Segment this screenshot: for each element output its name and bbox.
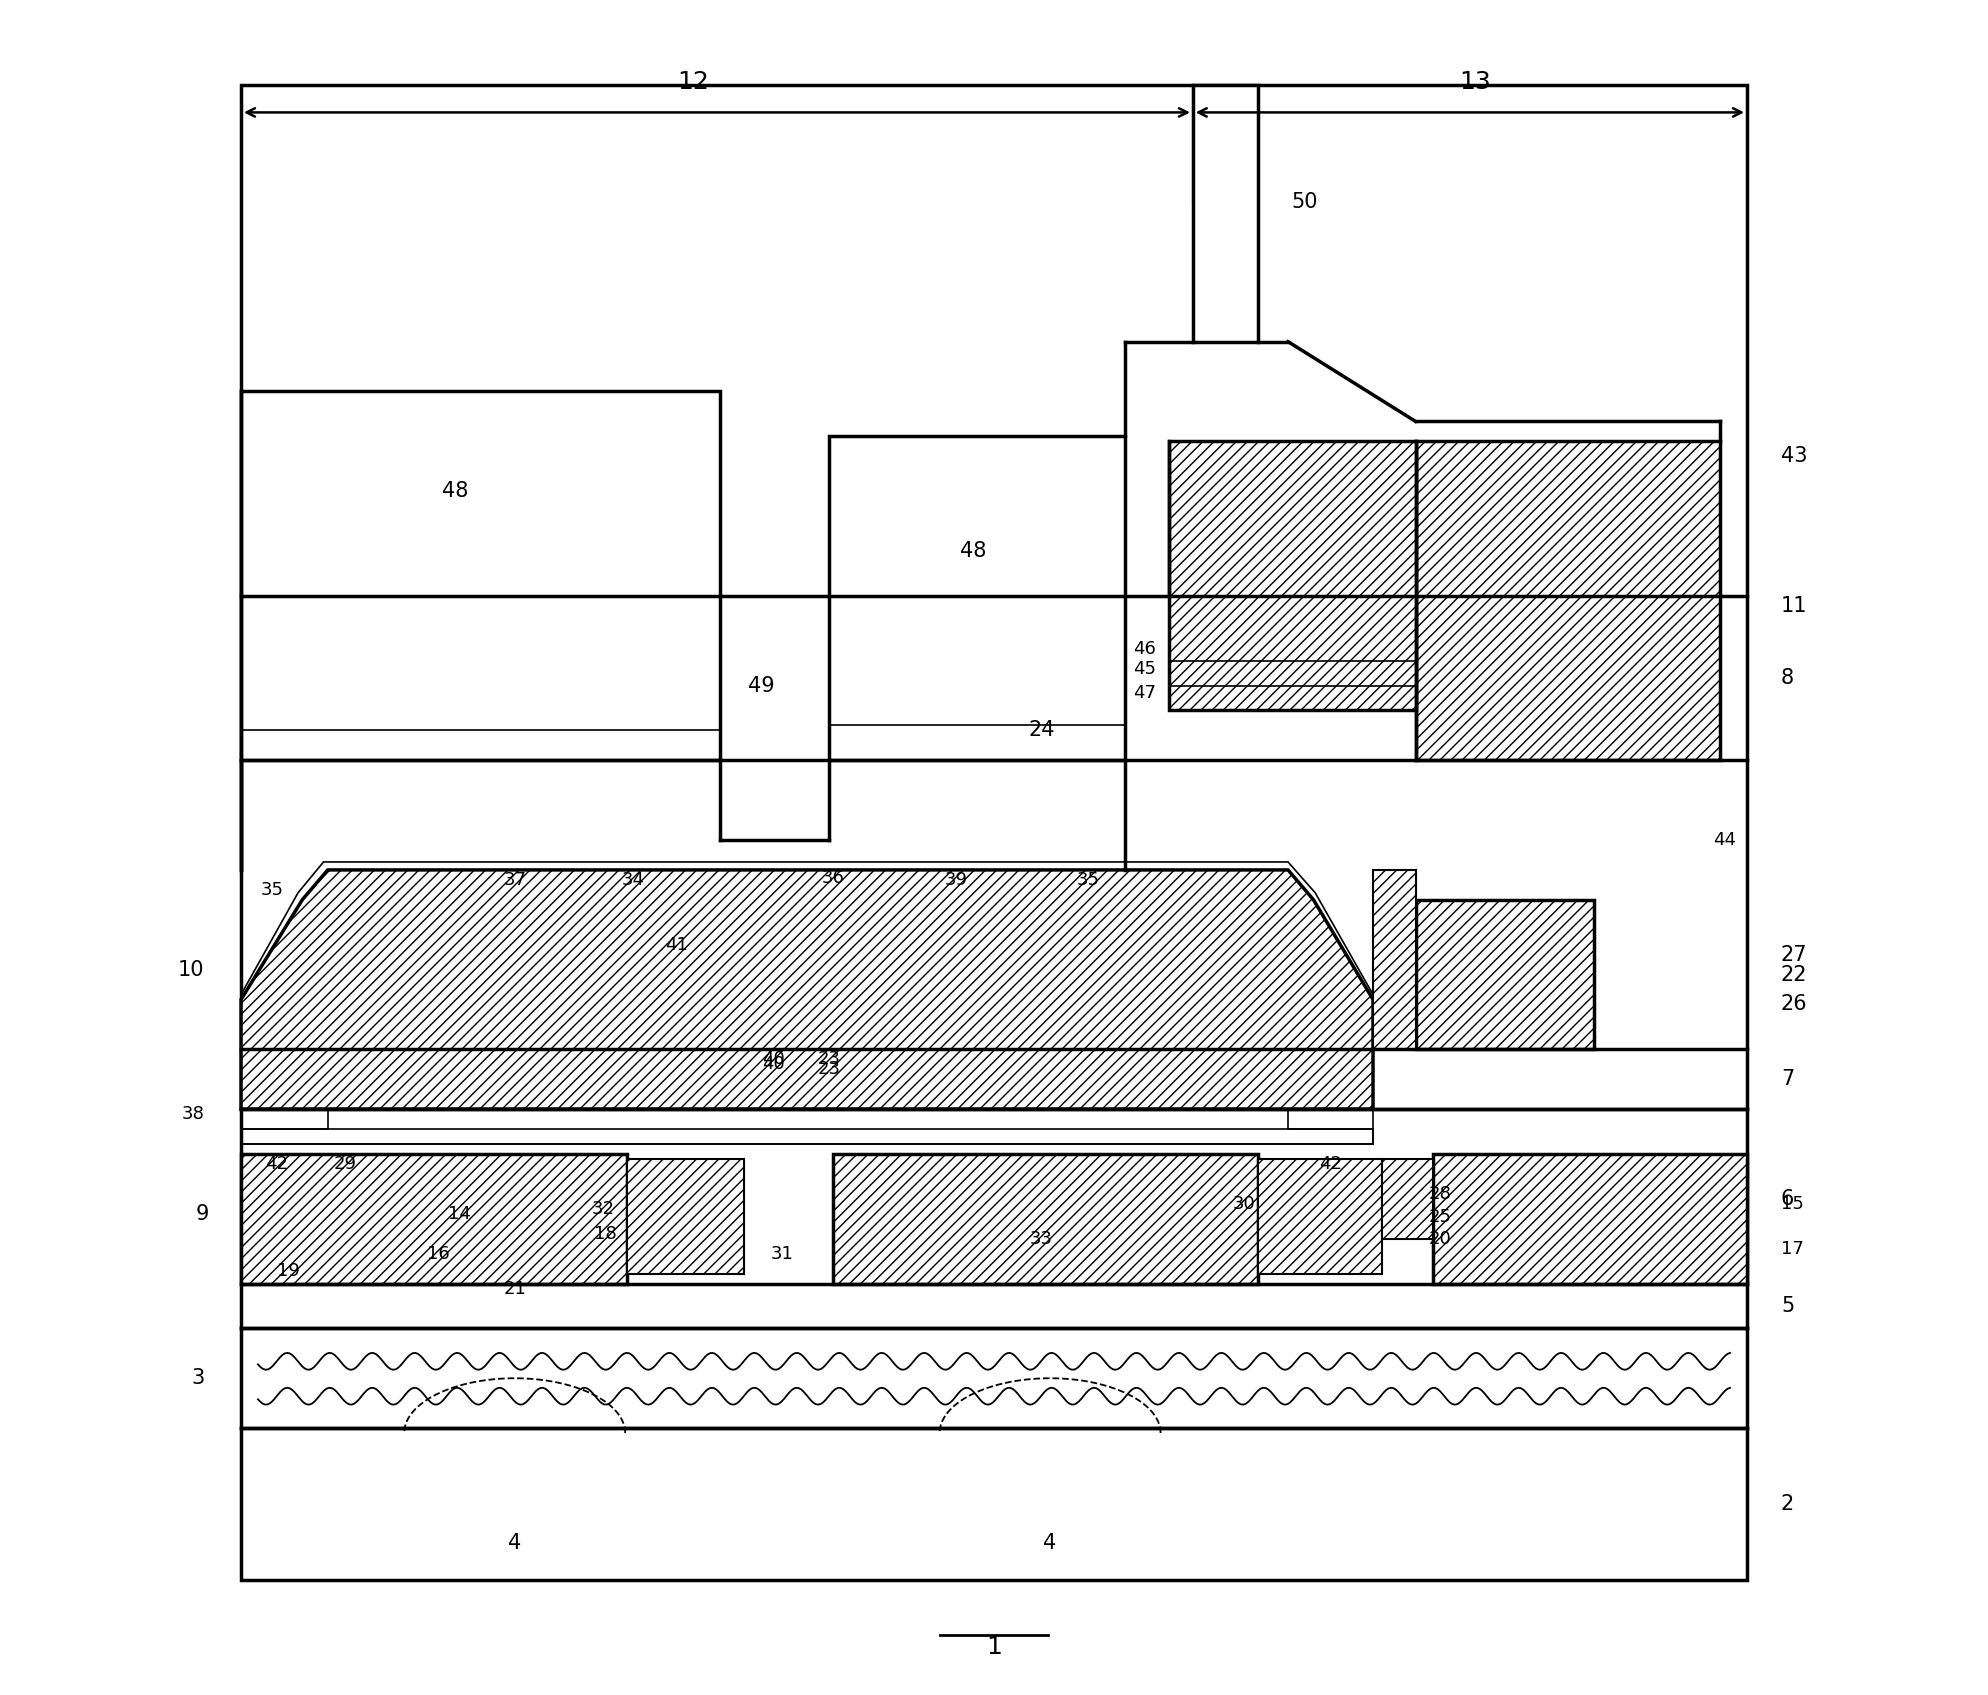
Text: 33: 33 [1030, 1229, 1054, 1248]
Text: 35: 35 [1077, 871, 1099, 888]
Text: 26: 26 [1781, 995, 1807, 1015]
Text: 4: 4 [1044, 1532, 1058, 1553]
Polygon shape [241, 870, 1374, 1109]
Text: 3: 3 [191, 1368, 205, 1388]
Text: 46: 46 [1133, 639, 1157, 658]
Text: 32: 32 [592, 1200, 614, 1217]
Text: 11: 11 [1781, 597, 1807, 615]
Text: 31: 31 [771, 1244, 793, 1263]
Bar [626, 1159, 744, 1273]
Bar [1433, 1154, 1747, 1283]
Text: 40: 40 [763, 1051, 785, 1068]
Text: 18: 18 [594, 1225, 616, 1242]
Text: 2: 2 [1781, 1493, 1795, 1514]
Text: 37: 37 [503, 871, 527, 888]
Bar [1382, 1159, 1433, 1239]
Text: 23: 23 [817, 1051, 841, 1068]
Text: 13: 13 [1459, 69, 1491, 93]
Text: 35: 35 [260, 881, 284, 898]
Text: 19: 19 [276, 1261, 300, 1280]
Text: 47: 47 [1133, 683, 1157, 702]
Text: 24: 24 [1028, 720, 1056, 741]
Bar [241, 1154, 626, 1283]
Text: 36: 36 [821, 870, 845, 886]
Text: 8: 8 [1781, 668, 1793, 688]
Bar [1193, 85, 1258, 342]
Text: 30: 30 [1233, 1195, 1256, 1214]
Bar [1415, 441, 1720, 761]
Text: 16: 16 [427, 1244, 449, 1263]
Text: 28: 28 [1427, 1185, 1451, 1203]
Text: 17: 17 [1781, 1239, 1803, 1258]
Bar [241, 392, 720, 761]
Text: 39: 39 [944, 871, 968, 888]
Text: 42: 42 [264, 1154, 288, 1173]
Bar [1258, 1159, 1382, 1273]
Bar [829, 436, 1125, 761]
Text: 50: 50 [1292, 192, 1318, 212]
Text: 25: 25 [1427, 1209, 1451, 1225]
Text: 21: 21 [503, 1280, 527, 1298]
Text: 27: 27 [1781, 944, 1807, 964]
Text: 12: 12 [678, 69, 710, 93]
Bar [1169, 441, 1415, 710]
Text: 4: 4 [509, 1532, 521, 1553]
Text: 48: 48 [441, 481, 469, 502]
Text: 15: 15 [1781, 1195, 1803, 1214]
Text: 14: 14 [447, 1205, 471, 1222]
Text: 45: 45 [1133, 659, 1157, 678]
Text: 22: 22 [1781, 964, 1807, 985]
Text: 6: 6 [1781, 1188, 1795, 1209]
Text: 20: 20 [1427, 1229, 1451, 1248]
Text: 38: 38 [181, 1105, 205, 1124]
Text: 10: 10 [179, 959, 205, 980]
Bar [1374, 870, 1415, 1049]
Text: 48: 48 [960, 541, 986, 561]
Text: 7: 7 [1781, 1070, 1795, 1090]
Bar [241, 85, 1747, 1580]
Text: 49: 49 [747, 676, 775, 695]
Bar [1415, 900, 1594, 1049]
Text: 29: 29 [334, 1154, 356, 1173]
Text: 40: 40 [763, 1056, 785, 1073]
Text: 44: 44 [1714, 831, 1736, 849]
Text: 41: 41 [664, 936, 688, 954]
Text: 9: 9 [195, 1203, 209, 1224]
Text: 23: 23 [817, 1061, 841, 1078]
Bar [833, 1154, 1258, 1283]
Text: 5: 5 [1781, 1297, 1795, 1315]
Text: 43: 43 [1781, 446, 1807, 466]
Text: 1: 1 [986, 1636, 1002, 1659]
Text: 34: 34 [622, 871, 646, 888]
Text: 42: 42 [1318, 1154, 1342, 1173]
